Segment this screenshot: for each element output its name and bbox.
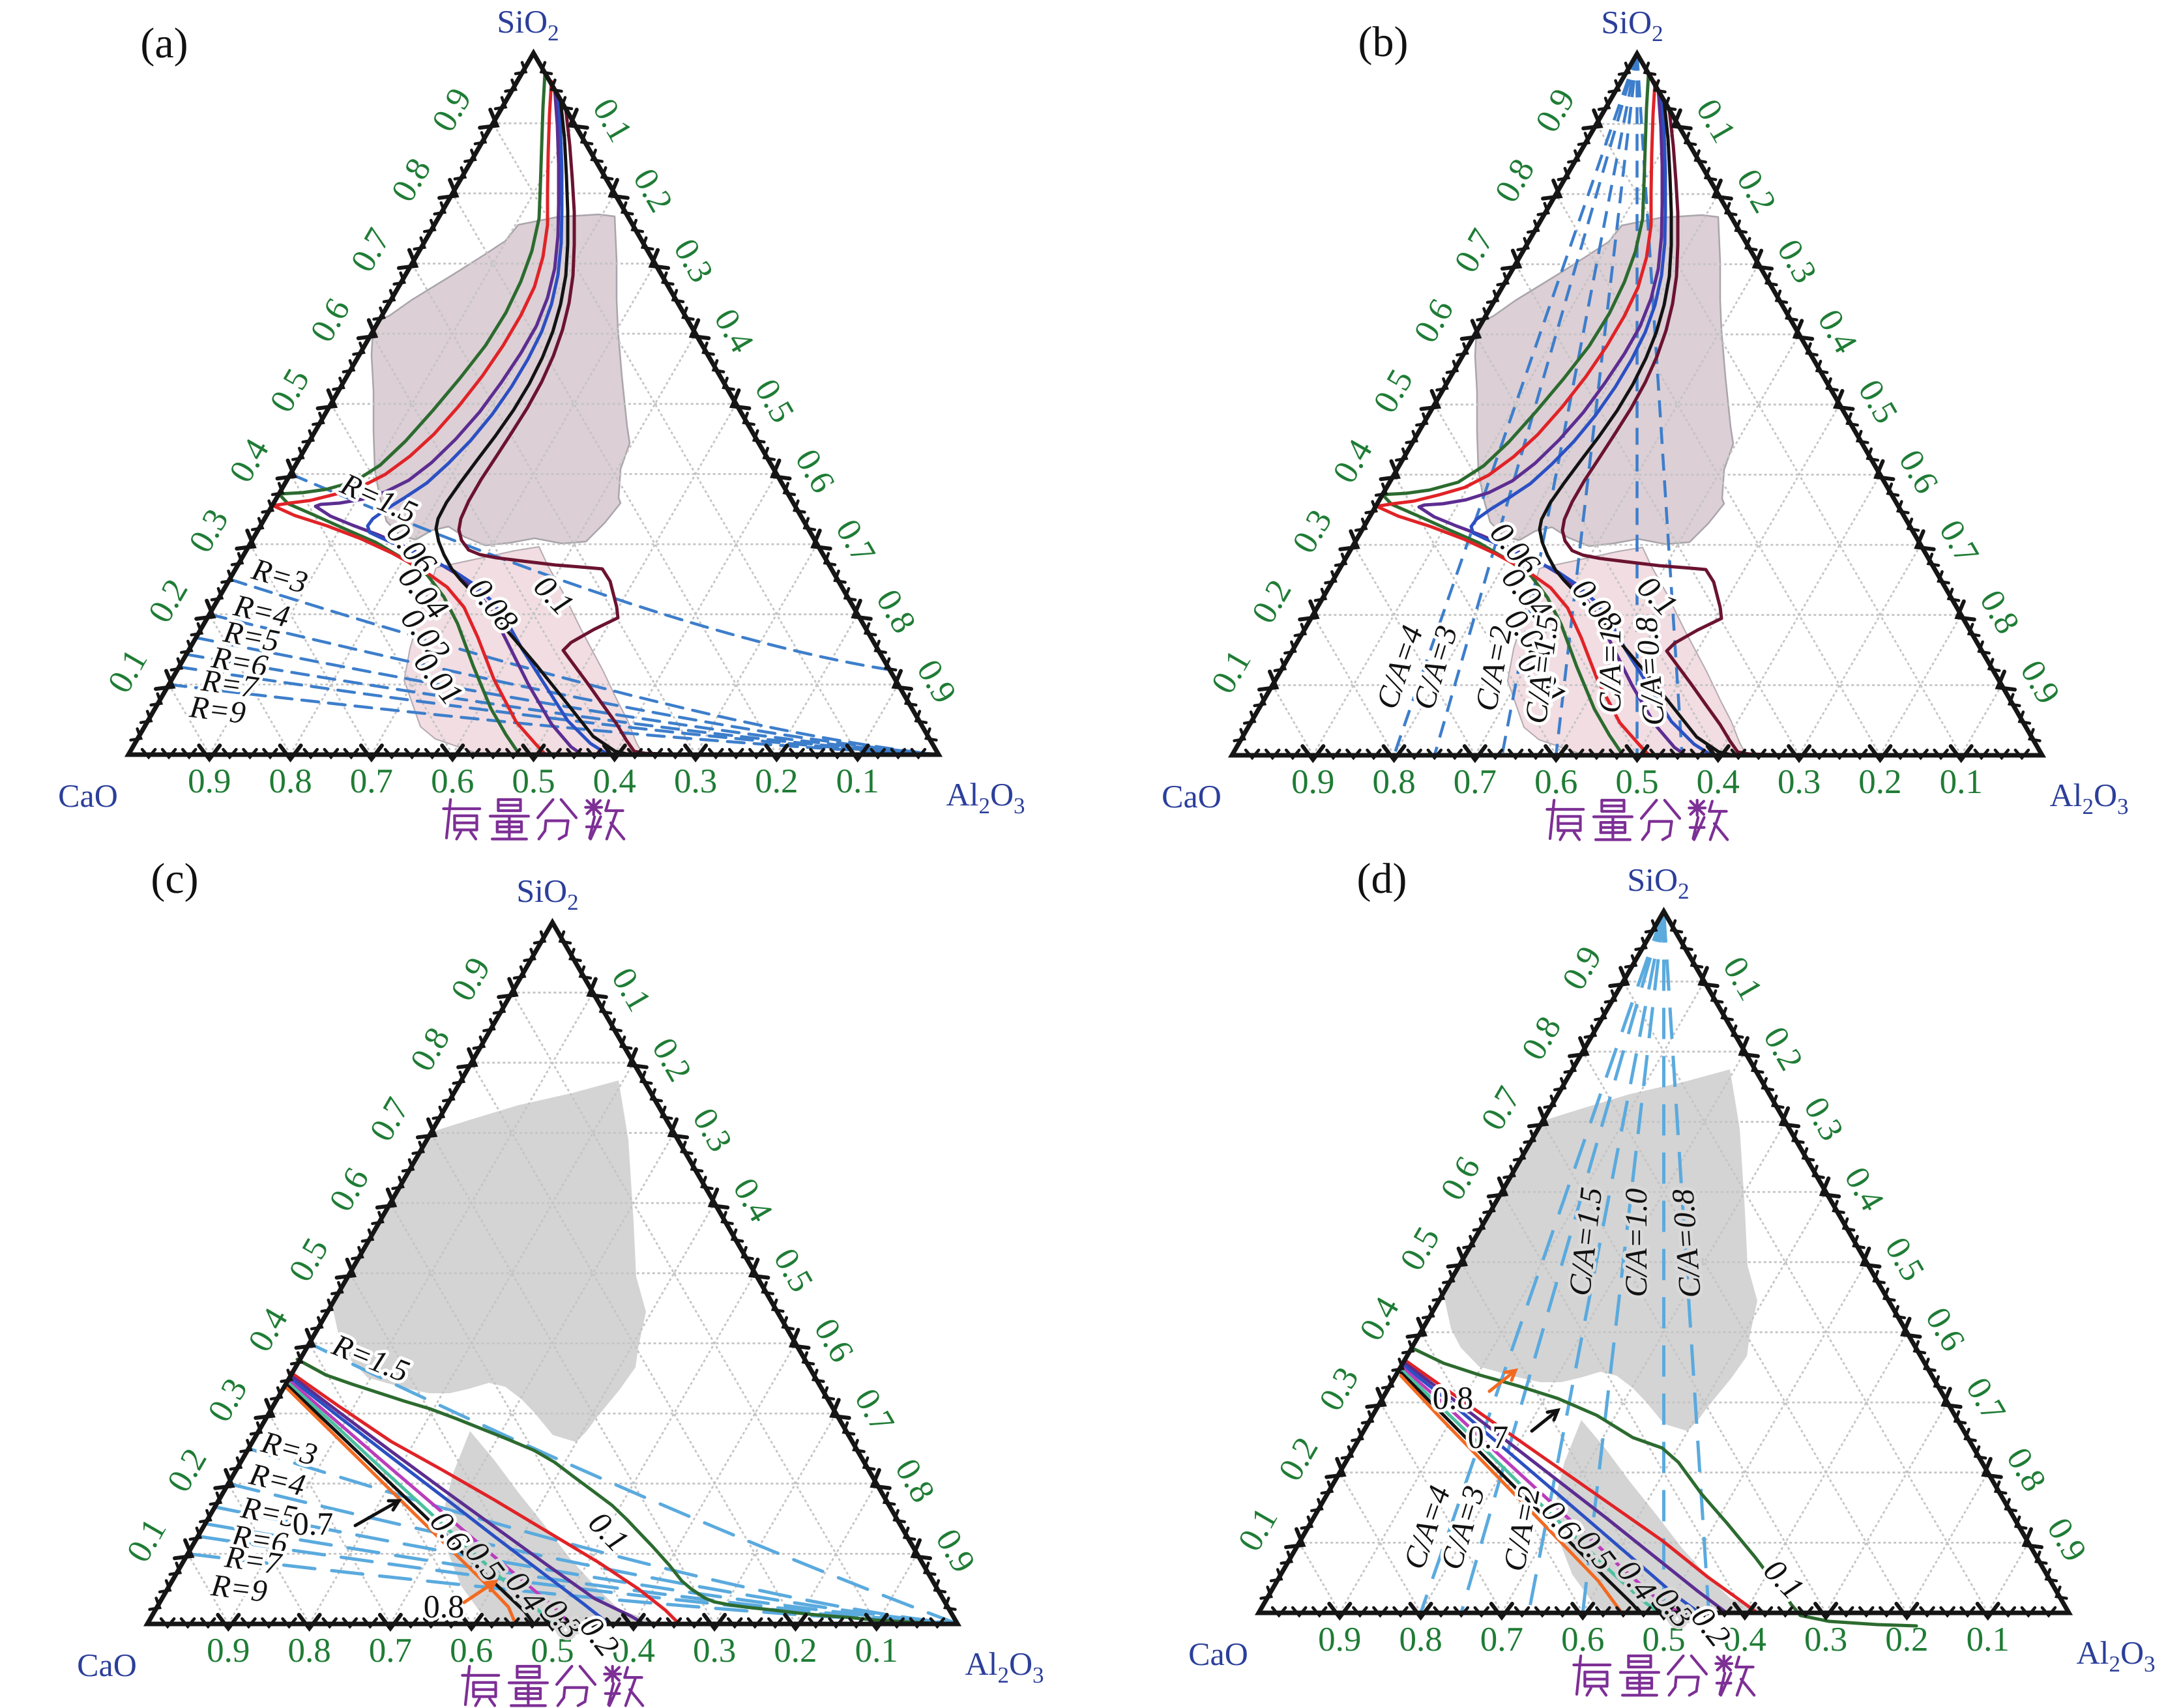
svg-text:0.2: 0.2 [755, 762, 798, 800]
svg-text:0.3: 0.3 [1778, 763, 1821, 801]
svg-text:0.6: 0.6 [450, 1632, 493, 1670]
svg-text:0.7: 0.7 [1468, 1419, 1509, 1455]
svg-text:(a): (a) [140, 20, 188, 67]
svg-text:0.3: 0.3 [693, 1632, 736, 1670]
svg-text:0.4: 0.4 [612, 1632, 655, 1670]
svg-text:CaO: CaO [58, 777, 118, 814]
svg-text:0.2: 0.2 [1885, 1621, 1928, 1658]
svg-text:0.6: 0.6 [1534, 763, 1577, 801]
svg-text:0.5: 0.5 [531, 1632, 574, 1670]
svg-text:0.8: 0.8 [1372, 763, 1415, 801]
svg-text:0.2: 0.2 [1858, 763, 1901, 801]
svg-text:0.9: 0.9 [1291, 763, 1334, 801]
svg-text:0.4: 0.4 [593, 762, 636, 800]
svg-text:0.8: 0.8 [287, 1632, 330, 1670]
svg-text:0.9: 0.9 [207, 1632, 250, 1670]
svg-text:0.4: 0.4 [1723, 1621, 1766, 1658]
svg-text:0.8: 0.8 [1433, 1380, 1474, 1416]
svg-text:0.5: 0.5 [1642, 1621, 1685, 1658]
svg-text:0.7: 0.7 [1480, 1621, 1523, 1658]
svg-text:(b): (b) [1358, 18, 1409, 66]
svg-text:(c): (c) [151, 855, 198, 903]
svg-text:0.5: 0.5 [1615, 763, 1658, 801]
svg-text:R=9: R=9 [187, 689, 248, 731]
svg-text:0.3: 0.3 [674, 762, 717, 800]
svg-text:0.7: 0.7 [1454, 763, 1497, 801]
svg-text:C/A=1: C/A=1 [1593, 628, 1628, 713]
svg-text:0.7: 0.7 [369, 1632, 412, 1670]
svg-text:0.9: 0.9 [1318, 1621, 1361, 1658]
svg-text:0.3: 0.3 [1804, 1621, 1847, 1658]
svg-text:CaO: CaO [77, 1647, 137, 1683]
svg-text:0.1: 0.1 [1940, 763, 1983, 801]
svg-text:0.8: 0.8 [424, 1588, 465, 1625]
svg-text:0.6: 0.6 [1561, 1621, 1604, 1658]
svg-text:0.9: 0.9 [188, 762, 231, 800]
svg-text:0.2: 0.2 [774, 1632, 817, 1670]
svg-text:0.7: 0.7 [293, 1505, 334, 1542]
svg-text:0.7: 0.7 [350, 762, 393, 800]
svg-text:C/A=1.0: C/A=1.0 [1619, 1188, 1654, 1297]
svg-text:Al2O3: Al2O3 [2049, 777, 2128, 819]
svg-text:(d): (d) [1357, 855, 1407, 903]
svg-text:0.1: 0.1 [836, 762, 879, 800]
svg-text:SiO2: SiO2 [1601, 4, 1663, 46]
svg-text:0.5: 0.5 [512, 762, 555, 800]
svg-text:CaO: CaO [1162, 778, 1222, 815]
svg-text:C/A=0.8: C/A=0.8 [1665, 1188, 1708, 1299]
svg-text:R=5: R=5 [238, 1490, 300, 1535]
svg-text:CaO: CaO [1188, 1636, 1248, 1672]
svg-text:R=9: R=9 [209, 1568, 269, 1609]
svg-text:0.8: 0.8 [269, 762, 312, 800]
svg-text:0.4: 0.4 [1697, 763, 1740, 801]
svg-text:0.1: 0.1 [1967, 1621, 2010, 1658]
svg-text:0.8: 0.8 [1399, 1621, 1442, 1658]
svg-text:0.6: 0.6 [431, 762, 474, 800]
svg-text:0.1: 0.1 [855, 1632, 898, 1670]
